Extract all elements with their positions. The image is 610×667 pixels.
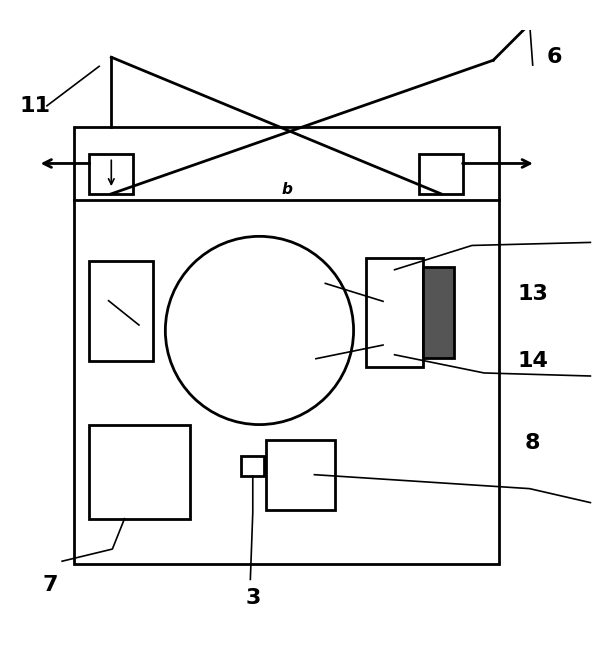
Text: 3: 3 xyxy=(246,588,261,608)
Bar xyxy=(423,267,454,358)
Text: 11: 11 xyxy=(20,96,50,116)
Bar xyxy=(74,127,500,564)
Bar xyxy=(241,456,264,476)
Text: 14: 14 xyxy=(517,351,548,371)
Bar xyxy=(90,425,190,519)
Text: 13: 13 xyxy=(517,284,548,304)
Bar xyxy=(90,154,133,194)
Text: 7: 7 xyxy=(42,576,58,596)
Bar xyxy=(419,154,463,194)
Bar xyxy=(366,257,423,367)
Bar xyxy=(265,440,336,510)
Text: 6: 6 xyxy=(546,47,562,67)
Text: 8: 8 xyxy=(525,433,540,453)
Text: b: b xyxy=(281,182,292,197)
Bar xyxy=(90,261,153,361)
